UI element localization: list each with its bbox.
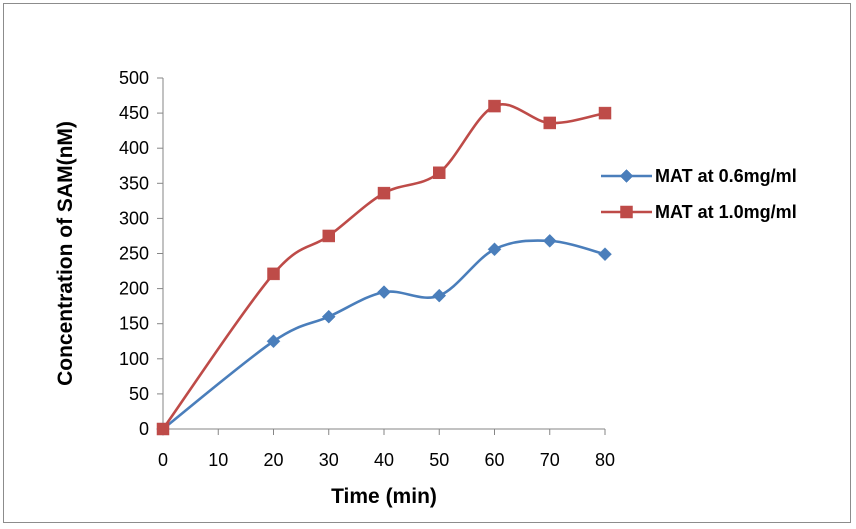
data-point (488, 99, 501, 113)
data-point (266, 334, 281, 349)
legend-item: MAT at 1.0mg/ml (601, 202, 797, 222)
y-tick-label: 250 (119, 244, 149, 264)
legend-marker (620, 205, 633, 219)
data-point (267, 267, 280, 281)
data-point (433, 166, 446, 180)
y-tick-label: 500 (119, 68, 149, 88)
x-tick-label: 10 (208, 450, 228, 470)
data-point (598, 106, 612, 120)
data-point (321, 309, 336, 324)
chart-area (3, 3, 851, 523)
y-tick-label: 100 (119, 349, 149, 369)
x-tick-label: 30 (319, 450, 339, 470)
axes: 0 50 100 150 200 250 300 350 400 450 500 0 10 20 30 40 5… (119, 68, 615, 470)
y-tick-label: 50 (129, 384, 149, 404)
data-point (543, 116, 556, 130)
y-tick-label: 450 (119, 103, 149, 123)
y-axis-title: Concentration of SAM(nM) (54, 121, 77, 386)
y-tick-label: 200 (119, 279, 149, 299)
series-2 (156, 99, 612, 436)
data-point (432, 288, 447, 303)
data-point (542, 234, 557, 248)
series-1 (156, 234, 612, 436)
series-layer (156, 99, 612, 436)
legend: MAT at 0.6mg/ml MAT at 1.0mg/ml (601, 166, 797, 222)
y-tick-label: 350 (119, 173, 149, 193)
legend-label: MAT at 1.0mg/ml (655, 202, 797, 222)
x-axis-title: Time (min) (331, 485, 437, 508)
data-point (487, 242, 502, 257)
y-tick-label: 300 (119, 208, 149, 228)
x-tick-label: 50 (429, 450, 449, 470)
x-tick-label: 70 (540, 450, 560, 470)
x-tick-label: 40 (374, 450, 394, 470)
y-tick-label: 150 (119, 314, 149, 334)
series-line (161, 103, 606, 430)
data-point (322, 229, 335, 243)
legend-item: MAT at 0.6mg/ml (601, 166, 797, 186)
y-tick-label: 0 (139, 419, 149, 439)
legend-marker (619, 169, 634, 183)
x-tick-label: 0 (158, 450, 168, 470)
y-tick-label: 400 (119, 138, 149, 158)
data-point (377, 186, 391, 200)
data-point (598, 247, 612, 262)
x-tick-label: 20 (263, 450, 283, 470)
data-point (156, 422, 170, 436)
legend-label: MAT at 0.6mg/ml (655, 166, 797, 186)
data-point (377, 285, 391, 299)
x-tick-label: 60 (484, 450, 504, 470)
x-tick-label: 80 (595, 450, 615, 470)
